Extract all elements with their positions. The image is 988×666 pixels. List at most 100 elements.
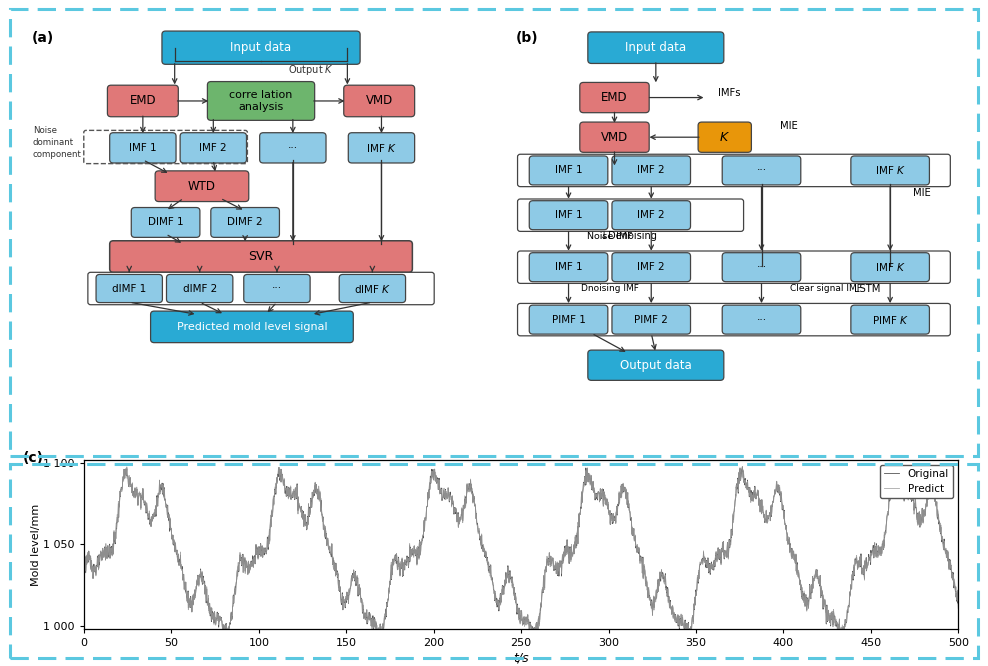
FancyBboxPatch shape: [722, 305, 801, 334]
Text: dIMF 2: dIMF 2: [183, 284, 216, 294]
Text: IMF 2: IMF 2: [637, 210, 665, 220]
Text: (b): (b): [516, 31, 538, 45]
Predict: [121, 463, 132, 471]
FancyBboxPatch shape: [260, 133, 326, 163]
FancyBboxPatch shape: [530, 252, 608, 282]
Predict: [414, 545, 426, 553]
Text: Noise IMF: Noise IMF: [587, 232, 632, 241]
Text: IMFs: IMFs: [718, 89, 740, 99]
FancyBboxPatch shape: [131, 208, 200, 237]
Original: [736, 463, 748, 471]
Text: Predicted mold level signal: Predicted mold level signal: [177, 322, 327, 332]
Text: EMD: EMD: [601, 91, 627, 104]
FancyBboxPatch shape: [162, 31, 360, 65]
Text: EMD: EMD: [129, 95, 156, 107]
FancyBboxPatch shape: [167, 274, 233, 302]
Text: PIMF 1: PIMF 1: [551, 314, 586, 324]
FancyBboxPatch shape: [344, 85, 415, 117]
Text: IMF $K$: IMF $K$: [367, 142, 397, 154]
Text: VMD: VMD: [601, 131, 628, 144]
Original: [414, 536, 426, 544]
FancyBboxPatch shape: [530, 305, 608, 334]
FancyBboxPatch shape: [110, 241, 412, 272]
Text: ···: ···: [272, 284, 282, 294]
Text: PIMF $K$: PIMF $K$: [871, 314, 909, 326]
Original: [230, 582, 242, 590]
Legend: Original, Predict: Original, Predict: [879, 465, 953, 498]
Text: DIMF 2: DIMF 2: [227, 217, 263, 228]
FancyBboxPatch shape: [518, 251, 950, 284]
FancyBboxPatch shape: [150, 311, 354, 342]
Original: [952, 604, 964, 612]
FancyBboxPatch shape: [851, 305, 930, 334]
FancyBboxPatch shape: [588, 32, 724, 63]
FancyBboxPatch shape: [96, 274, 162, 302]
Predict: [952, 604, 964, 612]
Text: (c): (c): [23, 451, 43, 465]
FancyBboxPatch shape: [722, 252, 801, 282]
Text: IMF $K$: IMF $K$: [874, 261, 906, 273]
Text: SVR: SVR: [248, 250, 274, 263]
X-axis label: t/s: t/s: [514, 651, 529, 664]
FancyBboxPatch shape: [518, 304, 950, 336]
Text: ···: ···: [757, 262, 767, 272]
Text: Clear signal IMF: Clear signal IMF: [789, 284, 862, 293]
FancyBboxPatch shape: [699, 122, 752, 153]
Text: WTD: WTD: [188, 180, 216, 192]
Text: DIMF 1: DIMF 1: [148, 217, 184, 228]
FancyBboxPatch shape: [210, 208, 280, 237]
FancyBboxPatch shape: [612, 252, 691, 282]
Text: dIMF 1: dIMF 1: [112, 284, 146, 294]
FancyBboxPatch shape: [155, 171, 249, 202]
Original: [78, 571, 90, 579]
Y-axis label: Mold level/mm: Mold level/mm: [31, 503, 41, 585]
Text: Dnoising IMF: Dnoising IMF: [581, 284, 639, 293]
Text: MIE: MIE: [913, 188, 931, 198]
FancyBboxPatch shape: [207, 81, 314, 121]
Predict: [230, 578, 242, 586]
FancyBboxPatch shape: [612, 156, 691, 185]
Text: dIMF $K$: dIMF $K$: [354, 282, 391, 294]
Text: PIMF 2: PIMF 2: [634, 314, 668, 324]
FancyBboxPatch shape: [612, 200, 691, 230]
Text: MIE: MIE: [780, 121, 797, 131]
Text: $K$: $K$: [719, 131, 730, 144]
Text: IMF 2: IMF 2: [200, 143, 227, 153]
Text: ···: ···: [757, 314, 767, 324]
Text: (a): (a): [32, 31, 53, 45]
FancyBboxPatch shape: [518, 199, 744, 231]
FancyBboxPatch shape: [110, 133, 176, 163]
Text: LSTM: LSTM: [854, 284, 880, 294]
Text: IMF 1: IMF 1: [129, 143, 157, 153]
Original: [842, 606, 854, 614]
Predict: [217, 625, 229, 633]
Text: Output data: Output data: [619, 359, 692, 372]
FancyBboxPatch shape: [851, 252, 930, 282]
FancyBboxPatch shape: [108, 85, 178, 117]
Text: Output $K$: Output $K$: [288, 63, 334, 77]
FancyBboxPatch shape: [722, 156, 801, 185]
Text: IMF $K$: IMF $K$: [874, 165, 906, 176]
FancyBboxPatch shape: [530, 156, 608, 185]
FancyBboxPatch shape: [580, 122, 649, 153]
Text: ···: ···: [757, 165, 767, 175]
Text: corre lation
analysis: corre lation analysis: [229, 90, 292, 112]
Text: IMF 2: IMF 2: [637, 165, 665, 175]
Predict: [936, 535, 947, 543]
FancyBboxPatch shape: [349, 133, 415, 163]
FancyBboxPatch shape: [530, 200, 608, 230]
FancyBboxPatch shape: [518, 155, 950, 186]
Text: IMF 1: IMF 1: [554, 262, 582, 272]
Predict: [178, 578, 190, 586]
Text: ···: ···: [288, 143, 298, 153]
Text: Input data: Input data: [625, 41, 687, 54]
FancyBboxPatch shape: [851, 156, 930, 185]
Text: IMF 2: IMF 2: [637, 262, 665, 272]
Original: [936, 538, 947, 546]
FancyBboxPatch shape: [612, 305, 691, 334]
Original: [452, 515, 463, 523]
Text: Input data: Input data: [230, 41, 291, 54]
FancyBboxPatch shape: [588, 350, 724, 380]
Text: VMD: VMD: [366, 95, 393, 107]
FancyBboxPatch shape: [580, 83, 649, 113]
